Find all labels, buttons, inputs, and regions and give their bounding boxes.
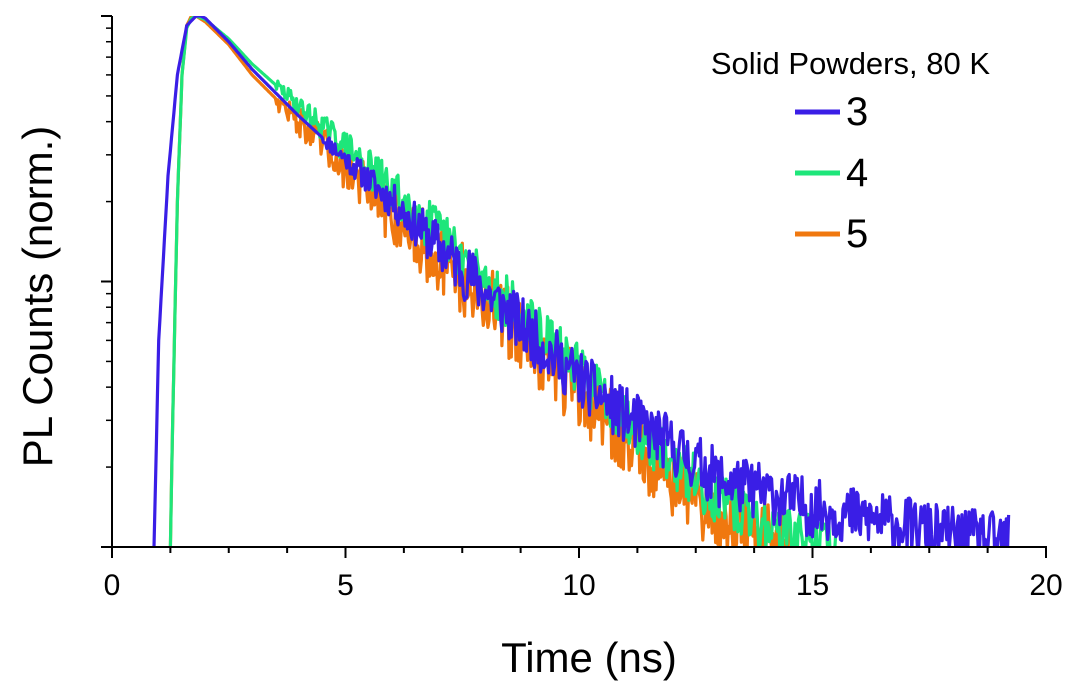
series-line-4	[168, 16, 838, 547]
legend: Solid Powders, 80 K 3 4 5	[711, 46, 990, 256]
x-tick-label: 15	[796, 569, 829, 602]
y-axis-title: PL Counts (norm.)	[14, 126, 61, 468]
legend-label-3: 3	[846, 90, 868, 134]
legend-label-4: 4	[846, 151, 868, 195]
legend-title: Solid Powders, 80 K	[711, 46, 990, 81]
x-tick-label: 20	[1029, 569, 1062, 602]
axes: 0 5 10 15 20	[101, 15, 1063, 602]
series-layer	[152, 16, 1011, 547]
x-tick-label: 5	[337, 569, 354, 602]
series-line-3	[152, 16, 1011, 547]
x-axis-title: Time (ns)	[501, 634, 677, 681]
x-tick-label: 0	[104, 569, 121, 602]
legend-label-5: 5	[846, 212, 868, 256]
x-tick-label: 10	[562, 569, 595, 602]
